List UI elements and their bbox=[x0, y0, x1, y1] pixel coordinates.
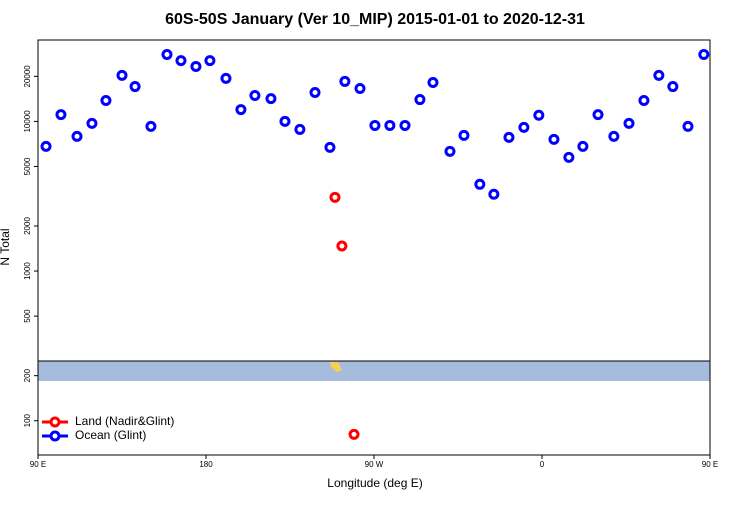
point bbox=[339, 75, 351, 87]
point bbox=[235, 104, 247, 116]
point bbox=[40, 140, 52, 152]
point bbox=[682, 120, 694, 132]
point bbox=[399, 119, 411, 131]
legend-marker bbox=[49, 416, 61, 428]
point bbox=[279, 115, 291, 127]
point bbox=[329, 191, 341, 203]
legend-label: Ocean (Glint) bbox=[75, 428, 146, 442]
point bbox=[116, 69, 128, 81]
point bbox=[336, 240, 348, 252]
x-tick-label: 180 bbox=[199, 460, 213, 469]
chart-title: 60S-50S January (Ver 10_MIP) 2015-01-01 … bbox=[165, 11, 585, 28]
point bbox=[533, 109, 545, 121]
y-tick-label: 1000 bbox=[23, 262, 32, 280]
point bbox=[608, 130, 620, 142]
point bbox=[175, 55, 187, 67]
point bbox=[354, 82, 366, 94]
point bbox=[518, 121, 530, 133]
point bbox=[444, 145, 456, 157]
point bbox=[503, 131, 515, 143]
point bbox=[145, 120, 157, 132]
point bbox=[309, 87, 321, 99]
y-tick-label: 5000 bbox=[23, 157, 32, 175]
land-patch bbox=[330, 362, 342, 372]
point bbox=[129, 81, 141, 93]
point bbox=[488, 188, 500, 200]
legend-marker bbox=[49, 430, 61, 442]
point bbox=[294, 123, 306, 135]
point bbox=[667, 81, 679, 93]
point bbox=[348, 428, 360, 440]
x-tick-label: 90 E bbox=[702, 460, 718, 469]
point bbox=[653, 69, 665, 81]
point bbox=[414, 94, 426, 106]
point bbox=[249, 90, 261, 102]
point bbox=[623, 117, 635, 129]
x-tick-label: 0 bbox=[540, 460, 545, 469]
point bbox=[204, 55, 216, 67]
point bbox=[161, 49, 173, 61]
y-axis-label: N Total bbox=[0, 228, 12, 265]
legend-label: Land (Nadir&Glint) bbox=[75, 414, 174, 428]
point bbox=[427, 76, 439, 88]
point bbox=[369, 119, 381, 131]
point bbox=[563, 151, 575, 163]
map-strip bbox=[38, 361, 710, 381]
y-tick-label: 10000 bbox=[23, 110, 32, 133]
point bbox=[55, 109, 67, 121]
point bbox=[71, 130, 83, 142]
y-tick-label: 100 bbox=[23, 413, 32, 427]
point bbox=[577, 140, 589, 152]
x-tick-label: 90 W bbox=[365, 460, 384, 469]
point bbox=[548, 133, 560, 145]
point bbox=[324, 141, 336, 153]
point bbox=[638, 94, 650, 106]
point bbox=[220, 72, 232, 84]
y-tick-label: 20000 bbox=[23, 65, 32, 88]
y-tick-label: 200 bbox=[23, 368, 32, 382]
plot-frame bbox=[37, 39, 711, 456]
point bbox=[474, 178, 486, 190]
y-tick-label: 2000 bbox=[23, 217, 32, 235]
point bbox=[384, 119, 396, 131]
point bbox=[698, 49, 710, 61]
point bbox=[592, 109, 604, 121]
point bbox=[100, 94, 112, 106]
x-axis-label: Longitude (deg E) bbox=[327, 476, 422, 490]
point bbox=[265, 93, 277, 105]
point bbox=[458, 129, 470, 141]
y-tick-label: 500 bbox=[23, 309, 32, 323]
x-tick-label: 90 E bbox=[30, 460, 46, 469]
point bbox=[190, 60, 202, 72]
point bbox=[86, 117, 98, 129]
